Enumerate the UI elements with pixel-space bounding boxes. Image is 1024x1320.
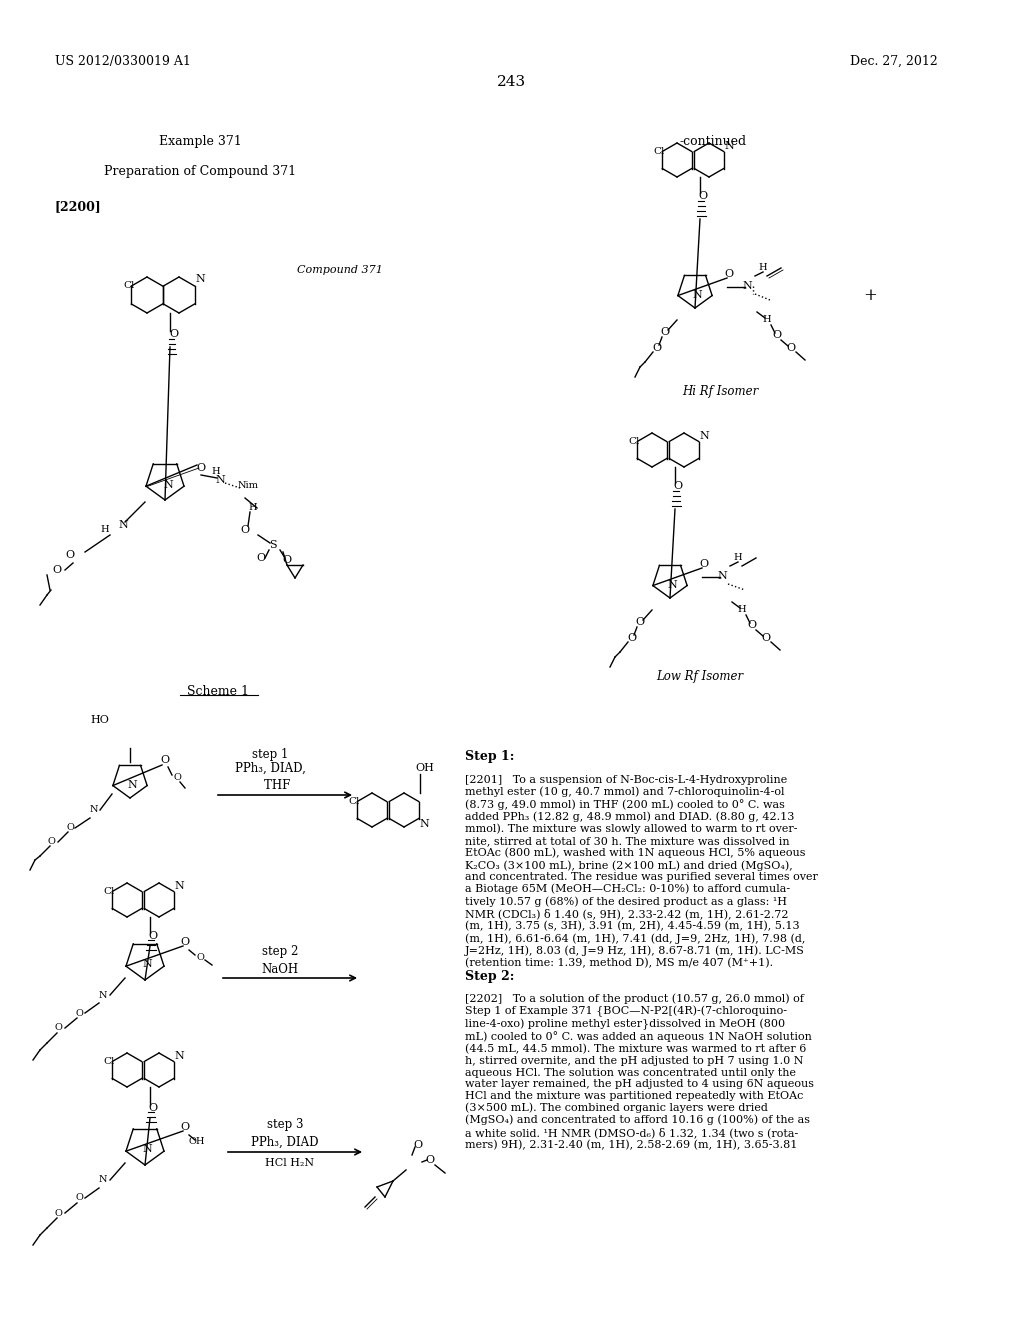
Text: HCl H₂N: HCl H₂N bbox=[265, 1158, 314, 1168]
Text: Example 371: Example 371 bbox=[159, 135, 242, 148]
Text: H: H bbox=[249, 503, 257, 512]
Text: N: N bbox=[163, 480, 173, 490]
Text: S: S bbox=[269, 540, 276, 550]
Text: O: O bbox=[75, 1008, 83, 1018]
Text: N: N bbox=[724, 141, 734, 150]
Text: Nim: Nim bbox=[238, 482, 259, 491]
Text: Hi Rf Isomer: Hi Rf Isomer bbox=[682, 385, 758, 399]
Text: [2202]   To a solution of the product (10.57 g, 26.0 mmol) of
Step 1 of Example : [2202] To a solution of the product (10.… bbox=[465, 993, 814, 1150]
Text: O: O bbox=[724, 269, 733, 279]
Text: O: O bbox=[148, 931, 158, 941]
Text: O: O bbox=[197, 463, 206, 473]
Text: O: O bbox=[699, 558, 709, 569]
Text: O: O bbox=[169, 329, 178, 339]
Text: O: O bbox=[786, 343, 796, 352]
Text: H: H bbox=[100, 525, 110, 535]
Text: O: O bbox=[636, 616, 644, 627]
Text: O: O bbox=[67, 824, 74, 833]
Text: O: O bbox=[414, 1140, 423, 1150]
Text: O: O bbox=[748, 620, 757, 630]
Text: N: N bbox=[667, 579, 677, 590]
Text: N: N bbox=[196, 275, 205, 284]
Text: O: O bbox=[698, 191, 708, 201]
Text: O: O bbox=[54, 1209, 62, 1217]
Text: Step 2:: Step 2: bbox=[465, 970, 514, 983]
Text: O: O bbox=[52, 565, 61, 576]
Text: N: N bbox=[717, 572, 727, 581]
Text: OH: OH bbox=[188, 1138, 205, 1147]
Text: 243: 243 bbox=[498, 75, 526, 88]
Text: Preparation of Compound 371: Preparation of Compound 371 bbox=[104, 165, 296, 178]
Text: O: O bbox=[180, 1122, 189, 1133]
Text: H: H bbox=[733, 553, 742, 562]
Text: N: N bbox=[89, 805, 98, 814]
Text: O: O bbox=[652, 343, 662, 352]
Text: step 3: step 3 bbox=[266, 1118, 303, 1131]
Text: O: O bbox=[148, 1104, 158, 1113]
Text: N: N bbox=[692, 290, 701, 300]
Text: N: N bbox=[98, 990, 106, 999]
Text: N: N bbox=[127, 780, 137, 789]
Text: THF: THF bbox=[249, 779, 291, 792]
Text: Cl: Cl bbox=[629, 437, 640, 446]
Text: step 2: step 2 bbox=[262, 945, 298, 958]
Text: H: H bbox=[763, 315, 771, 325]
Text: US 2012/0330019 A1: US 2012/0330019 A1 bbox=[55, 55, 190, 69]
Text: N: N bbox=[742, 281, 752, 290]
Text: Dec. 27, 2012: Dec. 27, 2012 bbox=[850, 55, 938, 69]
Text: Low Rf Isomer: Low Rf Isomer bbox=[656, 671, 743, 682]
Text: N: N bbox=[174, 1051, 184, 1061]
Text: +: + bbox=[863, 286, 877, 304]
Text: H: H bbox=[737, 606, 746, 615]
Text: O: O bbox=[47, 837, 55, 846]
Text: O: O bbox=[256, 553, 265, 564]
Text: OH: OH bbox=[416, 763, 434, 774]
Text: HO: HO bbox=[90, 715, 110, 725]
Text: O: O bbox=[75, 1193, 83, 1203]
Text: H: H bbox=[212, 467, 220, 477]
Text: N: N bbox=[174, 880, 184, 891]
Text: [2201]   To a suspension of N-Boc-cis-L-4-Hydroxyproline
methyl ester (10 g, 40.: [2201] To a suspension of N-Boc-cis-L-4-… bbox=[465, 775, 818, 968]
Text: N: N bbox=[142, 960, 152, 969]
Text: N: N bbox=[142, 1144, 152, 1154]
Text: Cl: Cl bbox=[103, 887, 115, 896]
Text: O: O bbox=[196, 953, 204, 961]
Text: Cl: Cl bbox=[103, 1057, 115, 1067]
Text: O: O bbox=[772, 330, 781, 341]
Text: O: O bbox=[628, 634, 637, 643]
Text: step 1: step 1 bbox=[252, 748, 288, 762]
Text: Compound 371: Compound 371 bbox=[297, 265, 383, 275]
Text: O: O bbox=[241, 525, 250, 535]
Text: NaOH: NaOH bbox=[261, 964, 299, 975]
Text: O: O bbox=[283, 554, 292, 565]
Text: O: O bbox=[762, 634, 771, 643]
Text: Scheme 1: Scheme 1 bbox=[187, 685, 249, 698]
Text: -continued: -continued bbox=[680, 135, 748, 148]
Text: PPh₃, DIAD: PPh₃, DIAD bbox=[251, 1137, 318, 1148]
Text: O: O bbox=[180, 937, 189, 946]
Text: N: N bbox=[419, 818, 429, 829]
Text: N: N bbox=[118, 520, 128, 531]
Text: O: O bbox=[674, 480, 683, 491]
Text: O: O bbox=[161, 755, 170, 766]
Text: Cl: Cl bbox=[123, 281, 135, 289]
Text: Cl: Cl bbox=[653, 148, 665, 157]
Text: O: O bbox=[425, 1155, 434, 1166]
Text: O: O bbox=[173, 772, 181, 781]
Text: Step 1:: Step 1: bbox=[465, 750, 514, 763]
Text: O: O bbox=[66, 550, 75, 560]
Text: H: H bbox=[759, 264, 767, 272]
Text: O: O bbox=[660, 327, 670, 337]
Text: Cl: Cl bbox=[348, 797, 359, 807]
Text: [2200]: [2200] bbox=[55, 201, 101, 213]
Text: PPh₃, DIAD,: PPh₃, DIAD, bbox=[234, 762, 305, 775]
Text: N: N bbox=[215, 475, 225, 484]
Text: N: N bbox=[98, 1176, 106, 1184]
Text: N: N bbox=[699, 432, 709, 441]
Text: O: O bbox=[54, 1023, 62, 1032]
